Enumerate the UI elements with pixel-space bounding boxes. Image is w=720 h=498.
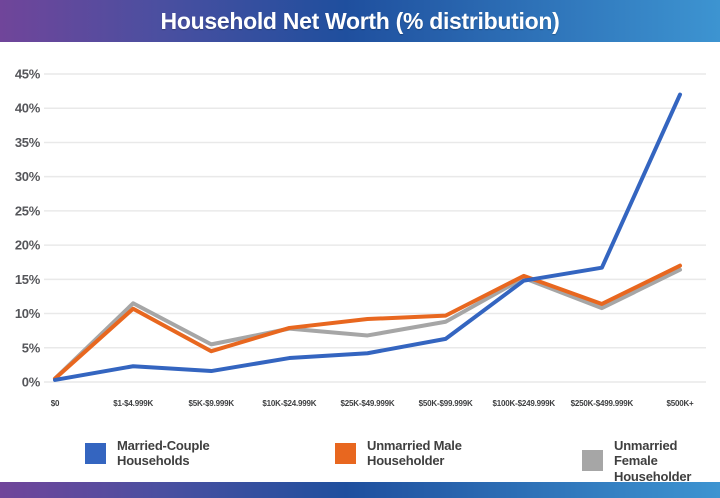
legend: Married-Couple Households Unmarried Male…: [0, 438, 720, 484]
y-tick-label: 35%: [15, 135, 41, 150]
x-tick-label: $0: [51, 399, 60, 408]
y-tick-label: 45%: [15, 67, 41, 82]
series-line-unmarried-male-householder: [53, 263, 682, 381]
y-tick-label: 5%: [22, 340, 41, 355]
y-tick-label: 10%: [15, 306, 41, 321]
legend-label-unmarried-female: Unmarried Female Householder: [614, 438, 692, 484]
series-line-unmarried-female-householder: [53, 267, 682, 381]
legend-swatch-unmarried-male: [335, 442, 356, 464]
x-tick-label: $5K-$9.999K: [189, 399, 235, 408]
legend-label-unmarried-male: Unmarried Male Householder: [367, 438, 462, 469]
legend-item-unmarried-female: Unmarried Female Householder: [582, 438, 720, 484]
y-tick-label: 0%: [22, 375, 41, 390]
x-tick-label: $250K-$499.999K: [571, 399, 634, 408]
x-tick-label: $50K-$99.999K: [419, 399, 473, 408]
series-line-married-couple-households: [53, 92, 682, 382]
y-tick-label: 15%: [15, 272, 41, 287]
x-tick-label: $100K-$249.999K: [493, 399, 556, 408]
legend-swatch-unmarried-female: [582, 450, 603, 472]
x-tick-label: $500K+: [666, 399, 694, 408]
legend-label-married-couple: Married-Couple Households: [117, 438, 210, 469]
y-tick-label: 20%: [15, 238, 41, 253]
legend-swatch-married-couple: [85, 442, 106, 464]
x-tick-label: $10K-$24.999K: [262, 399, 316, 408]
legend-item-married-couple: Married-Couple Households: [85, 438, 232, 469]
y-tick-label: 40%: [15, 101, 41, 116]
title-bar: Household Net Worth (% distribution): [0, 0, 720, 42]
chart-title: Household Net Worth (% distribution): [160, 7, 560, 34]
legend-item-unmarried-male: Unmarried Male Householder: [335, 438, 482, 469]
y-tick-label: 25%: [15, 203, 41, 218]
x-tick-label: $25K-$49.999K: [341, 399, 395, 408]
bottom-gradient-bar: [0, 482, 720, 498]
y-tick-label: 30%: [15, 169, 41, 184]
x-tick-label: $1-$4.999K: [113, 399, 153, 408]
